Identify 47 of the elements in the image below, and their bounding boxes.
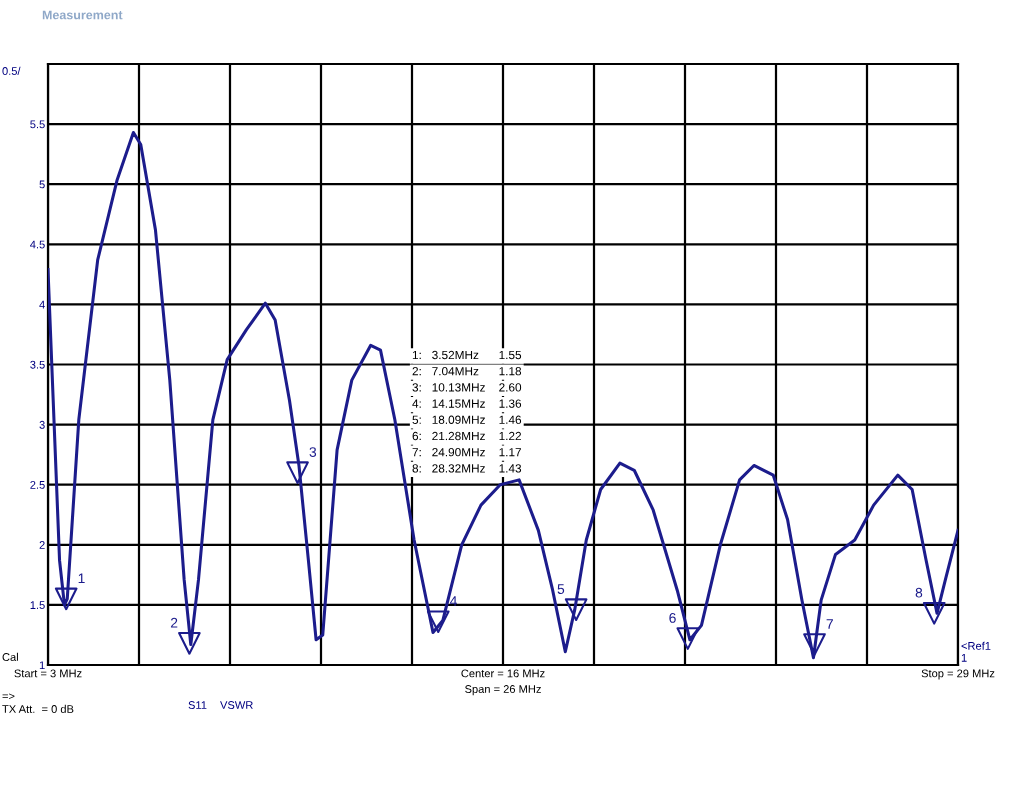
point xyxy=(803,633,826,656)
annotation: 5: 18.09MHz 1.46 xyxy=(412,415,522,424)
line-series xyxy=(48,130,958,660)
point xyxy=(564,598,588,622)
annotation: 2 xyxy=(170,617,178,628)
point xyxy=(54,587,78,611)
annotation: 7: 24.90MHz 1.17 xyxy=(412,448,521,457)
x-tick-label: Center = 16 MHz xyxy=(461,669,545,678)
annotation: 4 xyxy=(449,596,457,606)
y-tick-label: 3.5 xyxy=(30,360,45,369)
text: S11 xyxy=(188,701,207,709)
text: => xyxy=(2,693,15,700)
y-tick-label: 4 xyxy=(39,300,45,309)
y-tick-label: 1 xyxy=(39,661,45,670)
y-tick-label: 2 xyxy=(39,541,45,549)
y-tick-label: 5 xyxy=(39,180,45,189)
annotation: 1 xyxy=(78,573,85,584)
y-tick-label: 2.5 xyxy=(30,480,45,489)
annotation: 6: 21.28MHz 1.22 xyxy=(412,431,521,441)
y-tick-label: 3 xyxy=(39,420,45,429)
annotation: 1: 3.52MHz 1.55 xyxy=(412,350,522,360)
annotation: 3: 10.13MHz 2.60 xyxy=(412,383,522,392)
annotation: 3 xyxy=(309,447,317,457)
chart-title: Measurement xyxy=(42,10,123,20)
text: <Ref1 1 xyxy=(961,641,991,662)
annotation: 8: 28.32MHz 1.43 xyxy=(412,464,522,473)
annotation: 6 xyxy=(669,613,676,623)
text: Cal xyxy=(2,652,18,661)
text: TX Att. = 0 dB xyxy=(2,704,74,713)
x-tick-label: Start = 3 MHz xyxy=(14,669,82,678)
y-tick-label: 5.5 xyxy=(30,120,45,129)
x-tick-label: Stop = 29 MHz xyxy=(921,669,995,680)
point xyxy=(922,601,946,625)
point xyxy=(178,632,201,655)
text: Span = 26 MHz xyxy=(465,685,541,696)
text: VSWR xyxy=(220,701,253,709)
point xyxy=(426,610,450,634)
y-tick-label: 1.5 xyxy=(30,601,45,610)
annotation: 5 xyxy=(557,584,565,594)
text: 0.5/ xyxy=(2,66,21,75)
annotation: 2: 7.04MHz 1.18 xyxy=(412,367,522,376)
y-tick-label: 4.5 xyxy=(30,240,45,249)
point xyxy=(286,461,309,485)
annotation: 7 xyxy=(826,619,833,629)
annotation: 8 xyxy=(915,587,923,598)
point xyxy=(676,627,700,650)
annotation: 4: 14.15MHz 1.36 xyxy=(412,399,522,408)
